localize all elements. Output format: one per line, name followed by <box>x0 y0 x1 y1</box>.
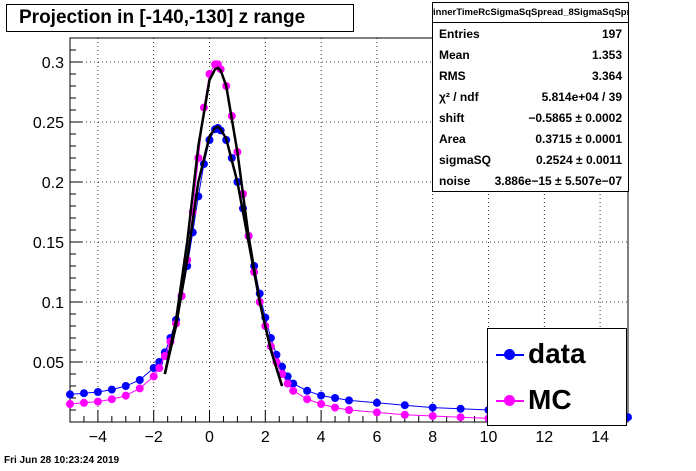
x-tick-label: 6 <box>372 429 381 446</box>
legend-label-data: data <box>528 338 586 369</box>
data-point-data <box>345 396 353 405</box>
chart-title: Projection in [-140,-130] z range <box>6 4 354 32</box>
stats-value: 3.364 <box>591 68 622 83</box>
y-tick-label: 0.15 <box>33 235 64 252</box>
stats-row-shift: shift −0.5865 ± 0.0002 <box>433 107 628 128</box>
stats-value: 197 <box>601 26 622 41</box>
stats-box: innerTimeRcSigmaSqSpread_8SigmaSqSpread … <box>432 2 629 192</box>
data-point-mc <box>456 413 465 422</box>
data-point-data <box>303 386 312 395</box>
x-tick-label: −2 <box>145 429 163 446</box>
data-point-data <box>456 404 465 413</box>
data-point-mc <box>372 408 381 417</box>
data-point-mc <box>93 397 102 406</box>
x-tick-label: 0 <box>205 429 214 446</box>
stats-label: shift <box>439 110 465 125</box>
stats-row-rms: RMS 3.364 <box>433 65 628 86</box>
y-tick-label: 0.1 <box>42 295 64 312</box>
data-point-data <box>289 379 298 388</box>
data-point-mc <box>345 406 353 414</box>
data-point-mc <box>317 400 326 408</box>
stats-value: 1.353 <box>591 47 622 62</box>
data-point-mc <box>107 395 116 404</box>
stats-value: 0.3715 ± 0.0001 <box>535 131 622 146</box>
legend-label-mc: MC <box>528 384 572 415</box>
stats-row-entries: Entries 197 <box>433 23 628 44</box>
stats-row-mean: Mean 1.353 <box>433 44 628 65</box>
stats-label: Mean <box>439 47 470 62</box>
data-point-data <box>121 382 130 390</box>
y-tick-label: 0.3 <box>42 55 64 72</box>
data-point-data <box>331 394 340 402</box>
data-point-mc <box>149 372 158 381</box>
stats-box-name: innerTimeRcSigmaSqSpread_8SigmaSqSpread <box>433 3 628 23</box>
data-point-mc <box>331 403 340 412</box>
data-point-data <box>135 376 144 384</box>
data-point-mc <box>66 400 74 408</box>
x-tick-label: 10 <box>480 429 498 446</box>
legend-marker-mc <box>504 395 515 406</box>
data-point-mc <box>400 410 409 419</box>
x-tick-label: 4 <box>317 429 326 446</box>
legend-marker-data <box>504 349 515 360</box>
stats-label: RMS <box>439 68 466 83</box>
legend: data MC <box>487 328 627 426</box>
x-tick-label: −4 <box>89 429 107 446</box>
stats-row-chi2: χ² / ndf 5.814e+04 / 39 <box>433 86 628 107</box>
data-point-data <box>107 385 116 394</box>
stats-label: χ² / ndf <box>439 89 479 104</box>
fit-curve <box>163 66 284 387</box>
y-tick-label: 0.2 <box>42 175 64 192</box>
stats-row-noise: noise 3.886e−15 ± 5.507e−07 <box>433 170 628 191</box>
data-point-data <box>372 398 381 407</box>
y-tick-label: 0.05 <box>33 355 64 372</box>
stats-label: Area <box>439 131 466 146</box>
data-point-data <box>428 403 437 412</box>
data-point-mc <box>135 384 144 393</box>
stats-row-area: Area 0.3715 ± 0.0001 <box>433 128 628 149</box>
x-tick-label: 2 <box>261 429 270 446</box>
data-point-mc <box>289 386 298 395</box>
legend-item-mc: MC <box>488 381 628 421</box>
stats-value: 3.886e−15 ± 5.507e−07 <box>494 173 622 188</box>
stats-row-sigmasq: sigmaSQ 0.2524 ± 0.0011 <box>433 149 628 170</box>
data-point-mc <box>160 352 169 360</box>
x-tick-label: 12 <box>535 429 553 446</box>
data-point-mc <box>155 364 164 372</box>
x-tick-label: 14 <box>591 429 609 446</box>
data-point-data <box>400 401 409 410</box>
x-tick-label: 8 <box>428 429 437 446</box>
stats-label: noise <box>439 173 471 188</box>
legend-item-data: data <box>488 335 628 375</box>
stats-label: sigmaSQ <box>439 152 492 167</box>
data-point-mc <box>283 379 292 388</box>
stats-label: Entries <box>439 26 480 41</box>
data-point-mc <box>428 412 437 420</box>
data-point-data <box>79 389 88 398</box>
data-point-mc <box>303 395 312 404</box>
data-point-mc <box>79 398 88 407</box>
stats-value: −0.5865 ± 0.0002 <box>528 110 622 125</box>
stats-value: 5.814e+04 / 39 <box>541 89 622 104</box>
date-stamp: Fri Jun 28 10:23:24 2019 <box>4 455 120 466</box>
data-point-data <box>93 388 102 396</box>
data-point-data <box>66 390 74 399</box>
data-point-mc <box>121 391 130 400</box>
stats-value: 0.2524 ± 0.0011 <box>536 152 622 167</box>
data-point-data <box>317 391 326 400</box>
y-tick-label: 0.25 <box>33 115 64 132</box>
data-point-data <box>149 364 158 372</box>
